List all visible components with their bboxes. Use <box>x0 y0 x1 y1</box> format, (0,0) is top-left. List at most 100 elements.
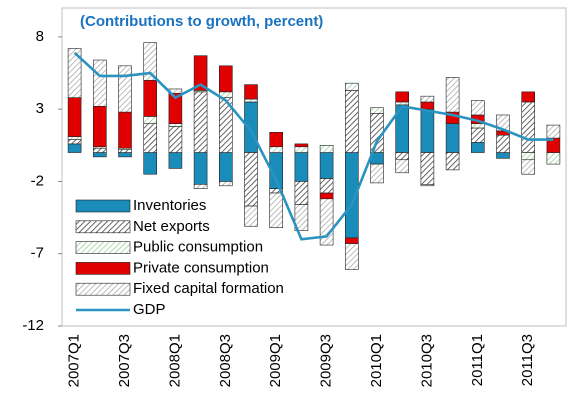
x-tick-label: 2008Q1 <box>166 334 183 387</box>
bar-segment <box>294 143 309 148</box>
bar-segment <box>67 97 82 137</box>
bar-segment <box>319 192 334 200</box>
x-tick-label: 2009Q1 <box>267 334 284 387</box>
x-tick-label: 2010Q1 <box>368 334 385 387</box>
bar-segment <box>67 139 82 145</box>
bar-segment <box>470 100 485 116</box>
bar-segment <box>143 116 157 124</box>
bar-segment <box>193 184 208 189</box>
bar-segment <box>319 178 334 194</box>
bar-segment <box>344 82 359 91</box>
legend-swatch <box>75 241 131 254</box>
bar-segment <box>244 152 258 207</box>
bar-segment <box>370 163 384 184</box>
legend-swatch <box>75 282 131 296</box>
chart-title: (Contributions to growth, percent) <box>80 13 323 30</box>
bar-segment <box>143 123 157 153</box>
bar-segment <box>93 152 107 158</box>
bar-segment <box>93 59 107 107</box>
bar-segment <box>521 159 536 175</box>
bar-segment <box>395 101 410 106</box>
legend-swatch <box>75 220 131 234</box>
bar-segment <box>546 152 561 165</box>
bar-segment <box>118 111 132 149</box>
bar-segment <box>193 55 208 91</box>
bar-segment <box>344 243 359 270</box>
line-series <box>73 51 554 241</box>
bar-segment <box>168 152 183 169</box>
bar-segment <box>420 184 435 187</box>
legend-label: Net exports <box>133 218 210 235</box>
x-tick-label: 2007Q1 <box>66 334 83 387</box>
legend-label: Fixed capital formation <box>133 280 284 297</box>
bar-segment <box>496 152 510 159</box>
bar-segment <box>67 143 82 153</box>
bar-segment <box>470 127 485 143</box>
bar-segment <box>118 65 132 113</box>
bar-segment <box>496 134 510 153</box>
bar-segment <box>370 107 384 114</box>
bar-segment <box>294 152 309 182</box>
bar-segment <box>193 152 208 185</box>
y-tick-label: 8 <box>36 28 44 45</box>
bar-segment <box>521 152 536 161</box>
x-tick-label: 2009Q3 <box>318 334 335 387</box>
x-tick-label: 2007Q3 <box>116 334 133 387</box>
y-tick-label: -2 <box>31 172 44 189</box>
x-tick-label: 2008Q3 <box>217 334 234 387</box>
x-tick-label: 2011Q1 <box>469 334 486 386</box>
bar-segment <box>395 159 410 174</box>
y-tick-label: -7 <box>31 245 44 262</box>
bar-segment <box>219 181 233 187</box>
bar-segment <box>219 65 233 93</box>
legend-label: Private consumption <box>133 259 269 276</box>
bar-segment <box>219 152 233 182</box>
bar-segment <box>143 152 157 175</box>
bar-segment <box>143 42 157 81</box>
bar-segment <box>93 147 107 153</box>
bar-segment <box>521 91 536 103</box>
bar-segment <box>143 79 157 117</box>
bar-segment <box>319 145 334 153</box>
bar-segment <box>193 91 208 153</box>
bar-segment <box>294 146 309 153</box>
legend-swatch <box>75 262 131 275</box>
bar-segment <box>470 123 485 129</box>
bar-segment <box>470 142 485 153</box>
y-tick-label: -12 <box>22 317 44 334</box>
bar-segment <box>67 48 82 98</box>
legend-label: Public consumption <box>133 239 263 256</box>
bar-segment <box>168 123 183 127</box>
bar-segment <box>294 204 309 231</box>
bar-segment <box>118 152 132 158</box>
bar-segment <box>420 95 435 103</box>
x-tick-label: 2010Q3 <box>418 334 435 387</box>
bar-segment <box>269 146 284 153</box>
bar-segment <box>319 152 334 179</box>
bar-segment <box>395 152 410 161</box>
bar-segment <box>67 136 82 140</box>
bar-segment <box>118 149 132 153</box>
bar-segment <box>344 237 359 244</box>
bar-segment <box>445 77 460 113</box>
bar-segment <box>93 105 107 148</box>
bar-segment <box>445 123 460 153</box>
y-tick-label: 3 <box>36 100 44 117</box>
bar-segment <box>420 108 435 153</box>
legend-label: GDP <box>133 301 166 318</box>
bar-segment <box>269 132 284 148</box>
bar-segment <box>344 90 359 153</box>
legend-label: Inventories <box>133 197 206 214</box>
bar-segment <box>445 152 460 171</box>
bar-segment <box>420 152 435 185</box>
bar-segment <box>269 192 284 229</box>
bar-segment <box>521 101 536 153</box>
bar-segment <box>244 84 258 100</box>
bar-segment <box>395 91 410 103</box>
bar-segment <box>244 205 258 227</box>
bar-segment <box>244 98 258 103</box>
bar-segment <box>294 181 309 205</box>
legend-swatch <box>75 199 131 213</box>
bar-segment <box>546 124 561 139</box>
